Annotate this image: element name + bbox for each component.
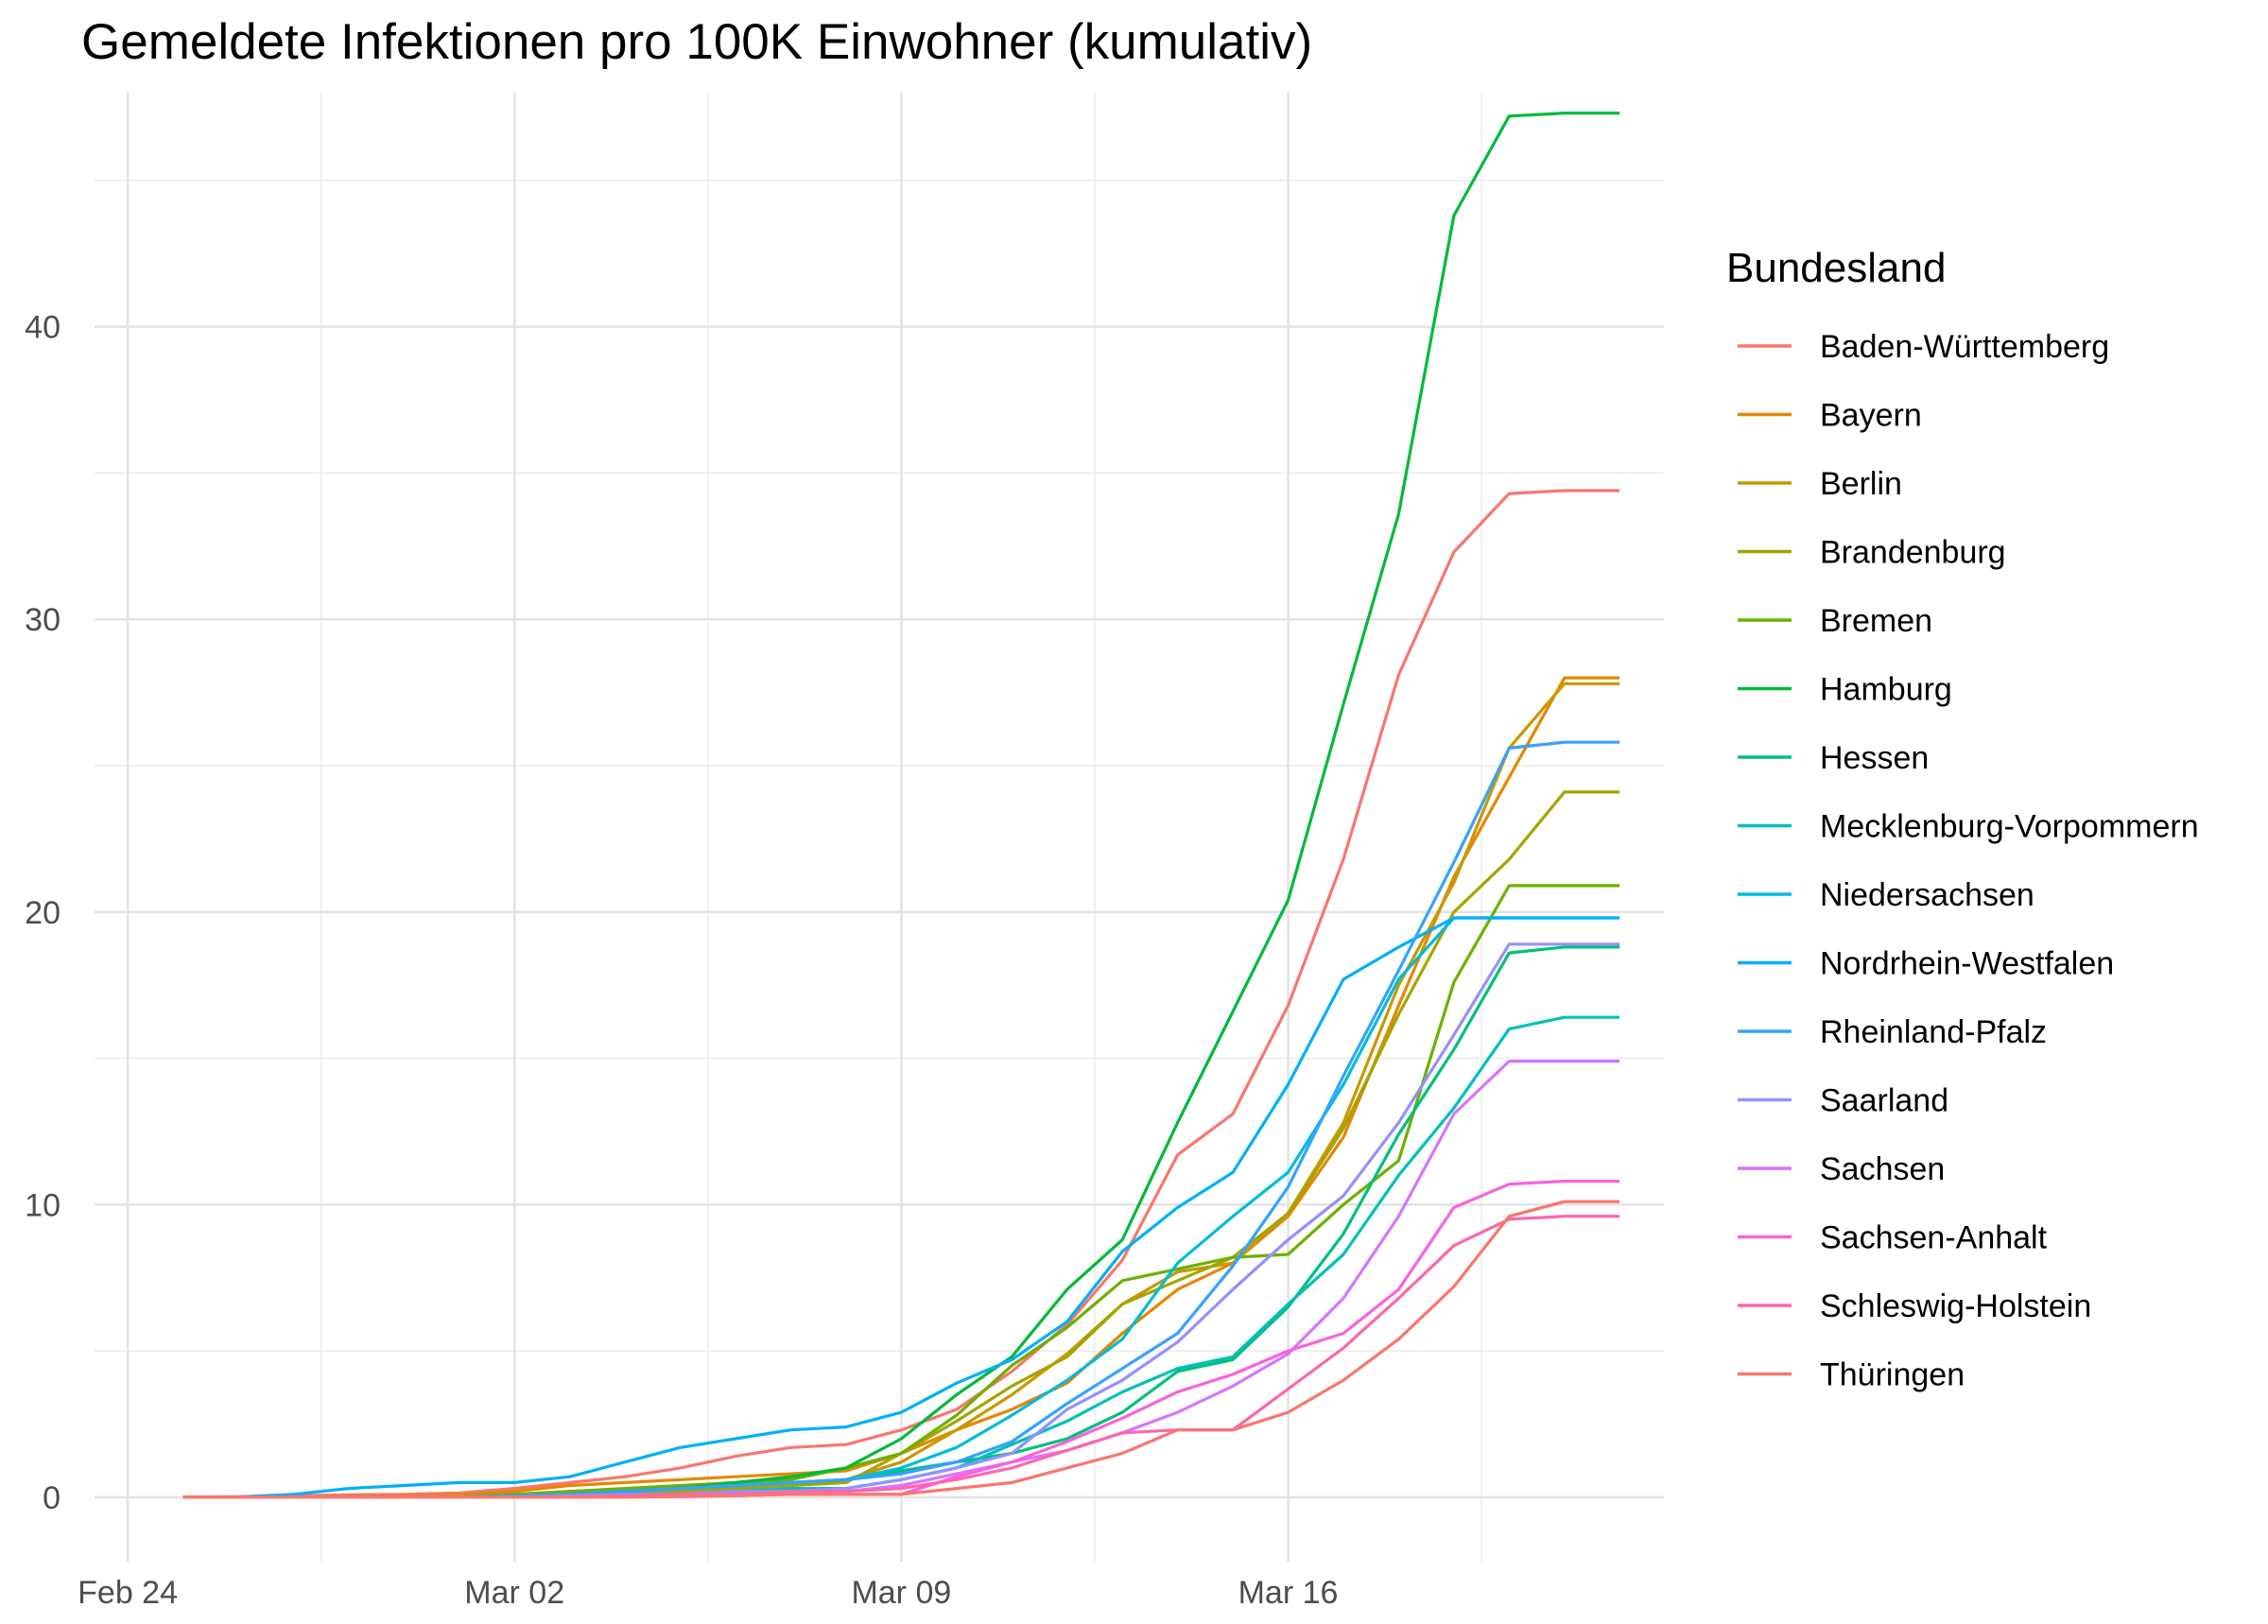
y-tick-label: 10 [25, 1187, 61, 1223]
y-tick-label: 40 [25, 310, 61, 346]
legend-label: Baden-Württemberg [1820, 329, 2109, 365]
series-line [182, 916, 1620, 1499]
legend-label: Sachsen-Anhalt [1820, 1220, 2048, 1256]
chart-title: Gemeldete Infektionen pro 100K Einwohner… [81, 14, 1312, 70]
y-tick-label: 20 [25, 895, 61, 931]
legend-label: Rheinland-Pfalz [1820, 1014, 2047, 1050]
legend-label: Bremen [1820, 603, 1932, 639]
legend-label: Berlin [1820, 466, 1902, 502]
x-axis: Feb 24 Mar 02 Mar 09 Mar 16 [78, 1575, 1338, 1611]
series-line [182, 489, 1620, 1499]
legend-label: Niedersachsen [1820, 877, 2034, 913]
legend: Bundesland Baden-Württemberg Bayern Berlin… [1726, 245, 2199, 1393]
x-tick-label: Feb 24 [78, 1575, 178, 1611]
legend-label: Nordrhein-Westfalen [1820, 946, 2114, 982]
y-tick-label: 30 [25, 602, 61, 638]
x-tick-label: Mar 02 [464, 1575, 564, 1611]
legend-label: Sachsen [1820, 1151, 1945, 1187]
legend-label: Bayern [1820, 398, 1922, 434]
y-tick-label: 0 [43, 1480, 61, 1516]
x-tick-label: Mar 09 [851, 1575, 951, 1611]
legend-label: Hessen [1820, 740, 1929, 776]
grid [95, 93, 1664, 1562]
legend-label: Thüringen [1820, 1357, 1965, 1393]
legend-label: Saarland [1820, 1083, 1948, 1119]
legend-label: Brandenburg [1820, 535, 2006, 571]
series-lines [182, 112, 1620, 1499]
legend-items: Baden-Württemberg Bayern Berlin Brandenburg… [1738, 329, 2199, 1393]
x-tick-label: Mar 16 [1238, 1575, 1339, 1611]
legend-label: Mecklenburg-Vorpommern [1820, 809, 2199, 845]
y-axis: 0 10 20 30 40 [25, 310, 61, 1516]
legend-label: Hamburg [1820, 672, 1952, 708]
legend-label: Schleswig-Holstein [1820, 1288, 2091, 1324]
legend-title: Bundesland [1726, 245, 1946, 291]
series-line [182, 1200, 1620, 1499]
